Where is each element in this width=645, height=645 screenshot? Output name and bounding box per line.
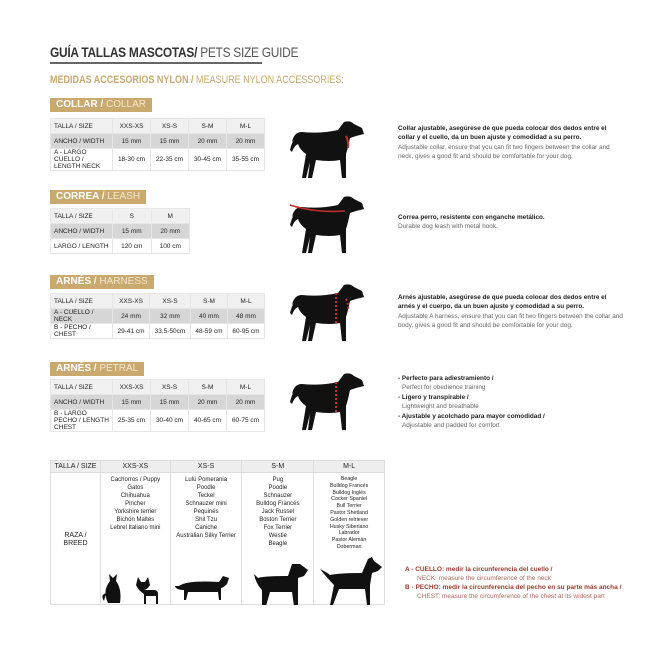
table-row: TALLA / SIZE S M [50, 208, 190, 224]
dog-with-leash-icon [289, 196, 364, 253]
table-cell: XS-S [149, 293, 191, 309]
row-label: TALLA / SIZE [50, 118, 113, 134]
table-cell: 48-59 cm [189, 323, 228, 339]
table-cell: 25-35 cm [112, 409, 151, 432]
table-cell: 24 mm [111, 308, 151, 324]
table-cell: S [112, 208, 152, 224]
title-divider [50, 62, 262, 64]
table-cell: 32 mm [149, 308, 191, 324]
table-row: A - LARGO CUELLO / LENGTH NECK 18-30 cm 22… [50, 148, 265, 171]
table-row: TALLA / SIZE XXS-XS XS-S S-M M-L [50, 293, 266, 309]
table-row: TALLA / SIZE XXS-XS XS-S S-M M-L [50, 379, 265, 395]
row-label: B - PECHO / CHEST [50, 323, 113, 339]
leash-description: Correa perro, resistente con enganche me… [398, 214, 545, 231]
table-cell: 22-35 cm [150, 148, 189, 171]
table-cell: S-M [188, 118, 227, 134]
table-cell: 40-65 cm [188, 409, 227, 432]
collar-table: TALLA / SIZE XXS-XS XS-S S-M M-L ANCHO / WIDT… [50, 118, 265, 171]
table-cell: M-L [226, 379, 265, 395]
leash-table: TALLA / SIZE S M ANCHO / WIDTH 15 mm 20 mm LAR… [50, 208, 190, 254]
table-cell: 30-40 cm [150, 409, 189, 432]
doberman-icon [320, 557, 382, 605]
row-label: TALLA / SIZE [50, 379, 113, 395]
table-row: B - PECHO / CHEST 29-41 cm 33,5-50cm 48-59 … [50, 323, 266, 339]
table-cell: 20 mm [188, 394, 227, 410]
table-cell: 18-30 cm [112, 148, 151, 171]
table-row: ANCHO / WIDTH 15 mm 20 mm [50, 223, 190, 239]
table-cell: 20 mm [226, 394, 265, 410]
table-cell: M-L [226, 118, 265, 134]
row-label: LARGO / LENGTH [50, 238, 113, 254]
leash-badge: CORREA / LEASH [50, 190, 147, 204]
table-cell: S-M [188, 379, 227, 395]
size-header: XXS-XS [99, 460, 171, 473]
table-cell: 100 cm [150, 238, 190, 254]
table-cell: 20 mm [188, 133, 227, 149]
page-title: GUÍA TALLAS MASCOTAS/ PETS SIZE GUIDE [50, 44, 299, 60]
dog-with-petral-icon [290, 373, 364, 430]
table-cell: 15 mm [150, 133, 189, 149]
table-cell: 30-45 cm [188, 148, 227, 171]
size-header: M-L [313, 460, 385, 473]
table-cell: S-M [189, 293, 228, 309]
row-label: ANCHO / WIDTH [50, 394, 113, 410]
petral-table: TALLA / SIZE XXS-XS XS-S S-M M-L ANCHO / WIDT… [50, 379, 265, 432]
table-cell: 29-41 cm [111, 323, 151, 339]
table-cell: 15 mm [112, 394, 151, 410]
table-row: ANCHO / WIDTH 15 mm 15 mm 20 mm 20 mm [50, 394, 265, 410]
measurement-legend: A - CUELLO: medir la circunferencia del … [405, 566, 622, 600]
table-cell: XXS-XS [112, 118, 151, 134]
table-cell: XS-S [150, 379, 189, 395]
table-cell: 35-55 cm [226, 148, 265, 171]
petral-bullets: - Perfecto para adiestramiento / Perfect … [398, 375, 545, 430]
table-cell: XXS-XS [111, 293, 151, 309]
dachshund-icon [175, 576, 229, 600]
table-cell: M-L [226, 293, 266, 309]
row-label: TALLA / SIZE [50, 208, 113, 224]
petral-badge: ARNÉS / PETRAL [50, 362, 145, 376]
table-row: B - LARGO PECHO / LENGTH CHEST 25-35 cm 30… [50, 409, 265, 432]
table-cell: XS-S [150, 118, 189, 134]
collar-badge: COLLAR / COLLAR [50, 98, 153, 112]
harness-badge: ARNÉS / HARNESS [50, 275, 154, 289]
table-cell: 20 mm [150, 223, 190, 239]
table-cell: 60-75 cm [226, 409, 265, 432]
table-cell: 15 mm [150, 394, 189, 410]
row-label: ANCHO / WIDTH [50, 133, 113, 149]
cat-and-chihuahua-icon [102, 574, 158, 604]
section-subtitle: MEDIDAS ACCESORIOS NYLON / MEASURE NYLON… [50, 74, 344, 86]
row-label: A - LARGO CUELLO / LENGTH NECK [50, 148, 113, 171]
harness-table: TALLA / SIZE XXS-XS XS-S S-M M-L A - CUELLO /… [50, 293, 266, 339]
table-cell: M [150, 208, 190, 224]
collar-description: Collar ajustable, asegúrese de que pueda… [398, 125, 610, 161]
table-cell: 120 cm [112, 238, 152, 254]
table-cell: 15 mm [112, 223, 152, 239]
row-label: A - CUELLO / NECK [50, 308, 113, 324]
row-label: ANCHO / WIDTH [50, 223, 113, 239]
size-header: S-M [241, 460, 315, 473]
table-cell: 60-95 cm [226, 323, 266, 339]
table-row: TALLA / SIZE XXS-XS XS-S S-M M-L [50, 118, 265, 134]
size-label: TALLA / SIZE [50, 460, 101, 473]
dog-with-collar-icon [290, 121, 364, 178]
table-cell: XXS-XS [112, 379, 151, 395]
table-cell: 15 mm [112, 133, 151, 149]
size-header: XS-S [169, 460, 243, 473]
table-row: LARGO / LENGTH 120 cm 100 cm [50, 238, 190, 254]
row-label: B - LARGO PECHO / LENGTH CHEST [50, 409, 113, 432]
table-cell: 20 mm [226, 133, 265, 149]
table-row: ANCHO / WIDTH 15 mm 15 mm 20 mm 20 mm [50, 133, 265, 149]
table-cell: 48 mm [226, 308, 266, 324]
dog-with-harness-icon [290, 284, 364, 341]
table-cell: 33,5-50cm [149, 323, 191, 339]
breed-label: RAZA / BREED [50, 472, 101, 605]
harness-description: Arnés ajustable, asegúrese de que pueda … [398, 294, 623, 330]
table-row: A - CUELLO / NECK 24 mm 32 mm 40 mm 48 mm [50, 308, 266, 324]
row-label: TALLA / SIZE [50, 293, 113, 309]
table-cell: 40 mm [189, 308, 228, 324]
schnauzer-icon [254, 564, 308, 605]
